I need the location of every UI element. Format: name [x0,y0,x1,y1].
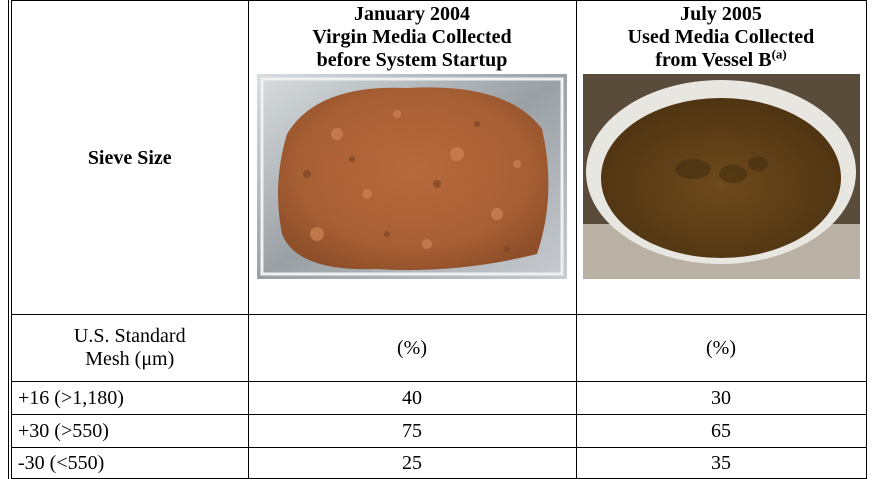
sieve-size-cell: +30 (>550) [8,414,249,448]
percent-cell: 35 [575,447,867,479]
header-cell: Sieve Size [8,0,249,315]
percent-cell: 30 [575,381,867,415]
units-row: U.S. Standard Mesh (μm) (%) (%) [8,314,867,382]
units-cell: (%) [575,314,867,382]
units-line: U.S. Standard [73,325,186,347]
data-row: +30 (>550) 75 65 [8,414,867,448]
virgin-media-photo [257,74,567,279]
header-line: Used Media Collected [627,26,815,48]
header-line: Virgin Media Collected [312,26,512,48]
data-row: -30 (<550) 25 35 [8,447,867,479]
header-line: from Vessel B(a) [583,46,860,72]
header-text: from Vessel B [655,49,772,71]
sieve-size-cell: +16 (>1,180) [8,381,249,415]
percent-cell: 25 [247,447,577,479]
header-line: before System Startup [316,49,508,71]
header-text: Sieve Size [87,147,172,169]
header-line: July 2005 [680,3,762,25]
table-body: +16 (>1,180) 40 30 +30 (>550) 75 65 -30 (<550)… [8,381,867,479]
sieve-size-cell: -30 (<550) [8,447,249,479]
footnote-mark: (a) [771,46,787,62]
units-line: Mesh (μm) [85,348,175,370]
percent-cell: 40 [247,381,577,415]
header-cell: July 2005 Used Media Collected from Vess… [575,0,867,315]
header-cell: January 2004 Virgin Media Collected befo… [247,0,577,315]
header-row: Sieve Size January 2004 Virgin Media Col… [8,0,867,315]
percent-cell: 75 [247,414,577,448]
percent-cell: 65 [575,414,867,448]
used-media-photo [582,74,860,279]
units-cell: U.S. Standard Mesh (μm) [8,314,249,382]
header-line: January 2004 [353,3,471,25]
data-row: +16 (>1,180) 40 30 [8,381,867,415]
sieve-table: Sieve Size January 2004 Virgin Media Col… [8,0,867,479]
units-cell: (%) [247,314,577,382]
